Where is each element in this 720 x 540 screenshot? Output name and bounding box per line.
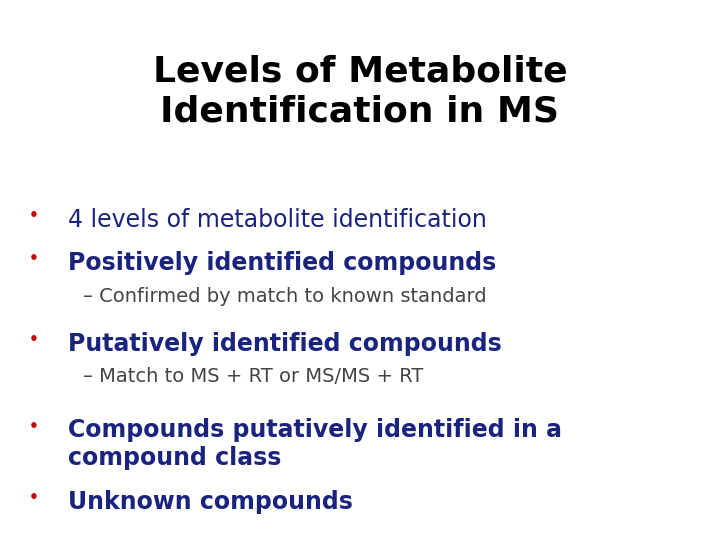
Text: – Confirmed by match to known standard: – Confirmed by match to known standard <box>83 287 487 306</box>
Text: •: • <box>29 332 39 347</box>
Text: Levels of Metabolite
Identification in MS: Levels of Metabolite Identification in M… <box>153 54 567 129</box>
Text: •: • <box>29 251 39 266</box>
Text: Unknown compounds: Unknown compounds <box>68 490 354 514</box>
Text: •: • <box>29 490 39 505</box>
Text: Putatively identified compounds: Putatively identified compounds <box>68 332 502 356</box>
Text: – Match to MS + RT or MS/MS + RT: – Match to MS + RT or MS/MS + RT <box>83 367 423 386</box>
Text: •: • <box>29 418 39 434</box>
Text: 4 levels of metabolite identification: 4 levels of metabolite identification <box>68 208 487 232</box>
Text: •: • <box>29 208 39 223</box>
Text: Compounds putatively identified in a
compound class: Compounds putatively identified in a com… <box>68 418 562 470</box>
Text: Positively identified compounds: Positively identified compounds <box>68 251 497 275</box>
